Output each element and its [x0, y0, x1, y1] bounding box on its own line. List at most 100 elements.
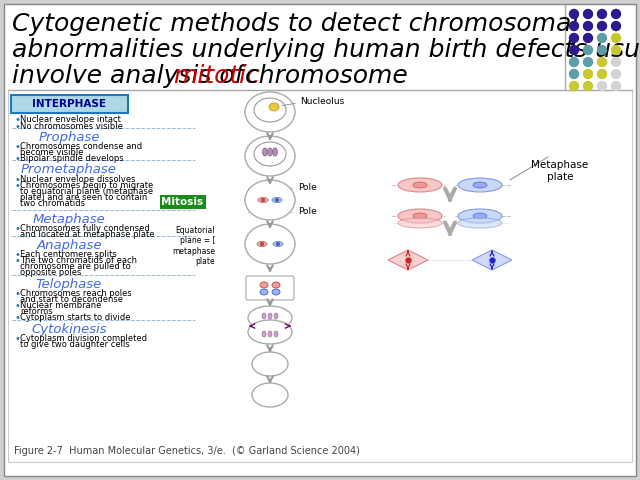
Ellipse shape — [272, 289, 280, 295]
Text: plate) and are seen to contain: plate) and are seen to contain — [20, 193, 147, 202]
Ellipse shape — [252, 383, 288, 407]
Text: Chromosomes fully condensed: Chromosomes fully condensed — [20, 224, 150, 233]
Text: Cytogenetic methods to detect chromosomal: Cytogenetic methods to detect chromosoma… — [12, 12, 579, 36]
Circle shape — [611, 22, 621, 31]
Text: Mitosis: Mitosis — [161, 197, 203, 207]
Ellipse shape — [473, 182, 487, 188]
Circle shape — [584, 22, 593, 31]
Ellipse shape — [458, 209, 502, 223]
Text: Cytoplasm division completed: Cytoplasm division completed — [20, 334, 147, 343]
Text: Nuclear envelope dissolves: Nuclear envelope dissolves — [20, 175, 136, 184]
Ellipse shape — [258, 197, 268, 203]
Polygon shape — [472, 250, 512, 270]
Ellipse shape — [260, 242, 264, 245]
Text: Nuclear membrane: Nuclear membrane — [20, 301, 101, 310]
Text: mitotic: mitotic — [173, 64, 260, 88]
Ellipse shape — [458, 178, 502, 192]
Circle shape — [598, 82, 607, 91]
Ellipse shape — [248, 320, 292, 344]
Text: •: • — [14, 175, 20, 185]
Text: Chromosomes begin to migrate: Chromosomes begin to migrate — [20, 181, 153, 190]
Circle shape — [584, 10, 593, 19]
Polygon shape — [388, 250, 428, 270]
Ellipse shape — [458, 218, 502, 228]
Ellipse shape — [260, 289, 268, 295]
Text: •: • — [14, 256, 20, 266]
Text: •: • — [14, 250, 20, 260]
Text: and start to decondense: and start to decondense — [20, 295, 123, 304]
Text: •: • — [14, 154, 20, 164]
Text: chromosome: chromosome — [237, 64, 408, 88]
Text: opposite poles: opposite poles — [20, 268, 81, 277]
Text: •: • — [14, 115, 20, 125]
Ellipse shape — [272, 197, 282, 203]
Text: •: • — [14, 181, 20, 191]
Ellipse shape — [413, 213, 427, 219]
Circle shape — [598, 34, 607, 43]
Text: No chromosomes visible: No chromosomes visible — [20, 122, 123, 131]
Circle shape — [611, 34, 621, 43]
Ellipse shape — [245, 92, 295, 132]
Text: Metaphase: Metaphase — [33, 213, 106, 226]
Text: •: • — [14, 122, 20, 132]
Circle shape — [598, 70, 607, 79]
Text: Prophase: Prophase — [38, 131, 100, 144]
Text: The two chromatids of each: The two chromatids of each — [20, 256, 137, 265]
Text: Cytokinesis: Cytokinesis — [31, 323, 107, 336]
Ellipse shape — [473, 213, 487, 219]
Text: •: • — [14, 224, 20, 234]
Text: Pole: Pole — [298, 183, 317, 192]
Ellipse shape — [257, 241, 267, 247]
Circle shape — [570, 58, 579, 67]
Ellipse shape — [275, 199, 279, 202]
FancyBboxPatch shape — [246, 276, 294, 300]
Text: •: • — [14, 313, 20, 323]
Ellipse shape — [260, 282, 268, 288]
Ellipse shape — [254, 142, 286, 166]
Ellipse shape — [268, 148, 273, 156]
FancyBboxPatch shape — [11, 95, 128, 113]
Text: Pole: Pole — [298, 207, 317, 216]
Ellipse shape — [268, 331, 272, 337]
Ellipse shape — [273, 148, 278, 156]
Ellipse shape — [413, 182, 427, 188]
Ellipse shape — [262, 313, 266, 319]
Ellipse shape — [398, 178, 442, 192]
Circle shape — [611, 82, 621, 91]
Circle shape — [611, 46, 621, 55]
Ellipse shape — [272, 282, 280, 288]
Ellipse shape — [252, 352, 288, 376]
Ellipse shape — [262, 331, 266, 337]
Circle shape — [611, 70, 621, 79]
Ellipse shape — [245, 180, 295, 220]
Circle shape — [570, 70, 579, 79]
Ellipse shape — [269, 103, 279, 111]
Text: become visible: become visible — [20, 148, 83, 157]
Circle shape — [598, 10, 607, 19]
Text: two chromatids: two chromatids — [20, 199, 85, 208]
Text: •: • — [14, 142, 20, 152]
FancyBboxPatch shape — [4, 4, 636, 476]
Ellipse shape — [261, 199, 265, 202]
Text: •: • — [14, 334, 20, 344]
Text: •: • — [14, 289, 20, 299]
Text: Equatorial
plane = [
metaphase
plate: Equatorial plane = [ metaphase plate — [172, 226, 215, 266]
Text: Nucleolus: Nucleolus — [300, 97, 344, 107]
Circle shape — [598, 22, 607, 31]
Text: Figure 2-7  Human Molecular Genetics, 3/e.  (© Garland Science 2004): Figure 2-7 Human Molecular Genetics, 3/e… — [14, 446, 360, 456]
Ellipse shape — [276, 242, 280, 245]
Circle shape — [584, 70, 593, 79]
Circle shape — [570, 22, 579, 31]
Ellipse shape — [398, 209, 442, 223]
Text: abnormalities underlying human birth defects usually: abnormalities underlying human birth def… — [12, 38, 640, 62]
Bar — [8, 90, 632, 462]
Text: reforms: reforms — [20, 307, 52, 316]
Text: to equatorial plane (metaphase: to equatorial plane (metaphase — [20, 187, 153, 196]
Ellipse shape — [254, 98, 286, 122]
Ellipse shape — [245, 224, 295, 264]
Ellipse shape — [248, 306, 292, 330]
Text: to give two daughter cells: to give two daughter cells — [20, 340, 130, 349]
Circle shape — [570, 46, 579, 55]
Text: chromosome are pulled to: chromosome are pulled to — [20, 262, 131, 271]
Ellipse shape — [262, 148, 268, 156]
